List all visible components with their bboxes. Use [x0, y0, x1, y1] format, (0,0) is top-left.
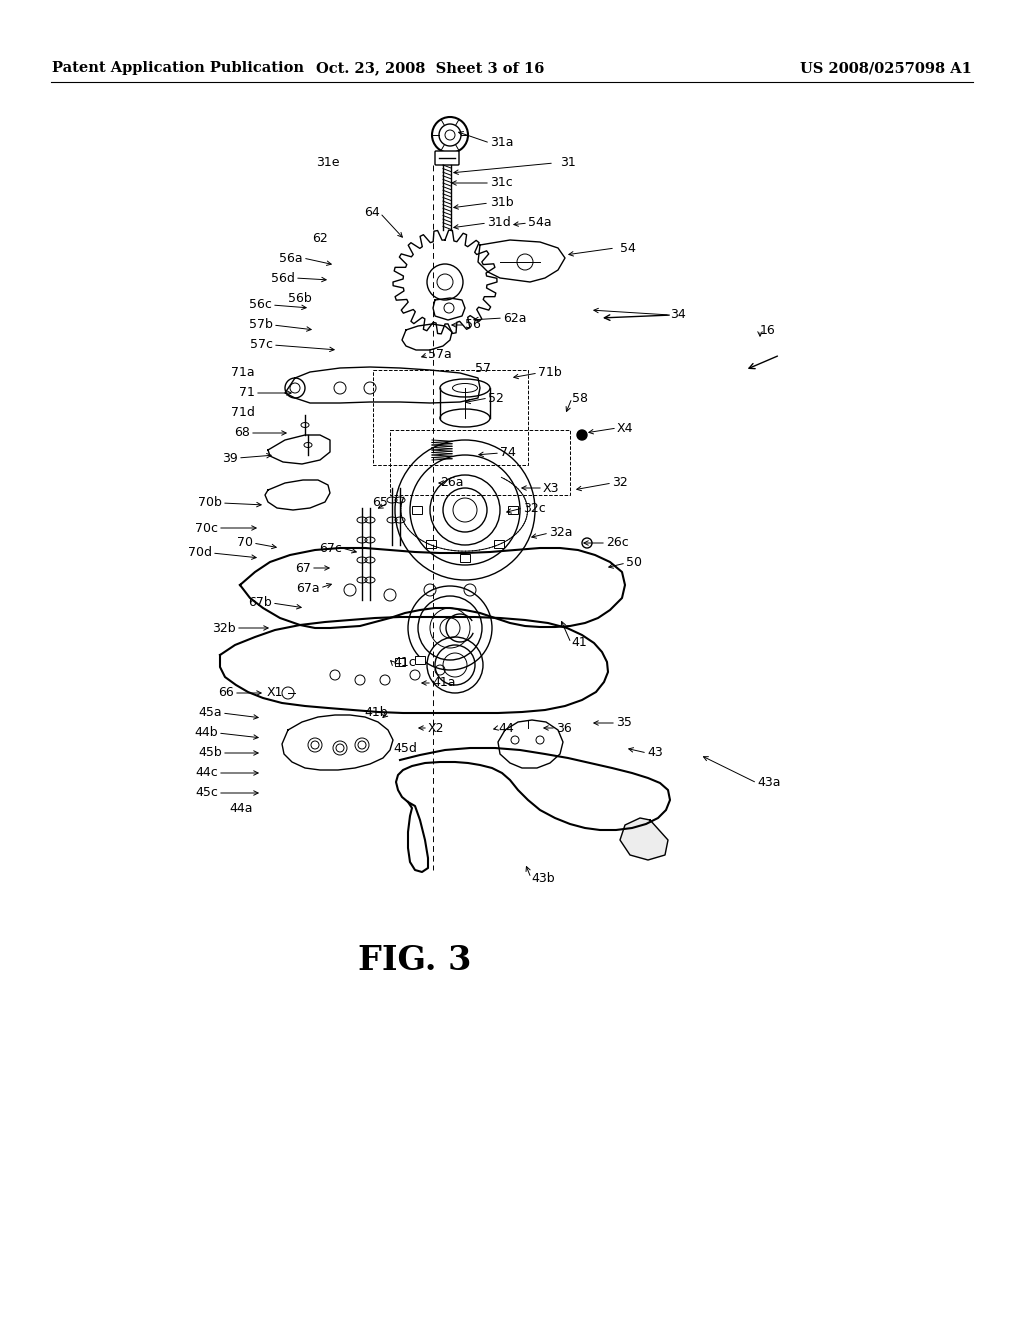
Text: 67a: 67a [296, 582, 319, 594]
Text: 70: 70 [237, 536, 253, 549]
FancyBboxPatch shape [415, 656, 425, 664]
Text: 43a: 43a [757, 776, 780, 789]
Text: 71a: 71a [231, 367, 255, 380]
Text: 45c: 45c [196, 787, 218, 800]
Text: 62a: 62a [503, 312, 526, 325]
Text: 31d: 31d [487, 216, 511, 230]
Text: 67c: 67c [319, 541, 342, 554]
Text: 32: 32 [612, 477, 628, 490]
Text: 16: 16 [760, 323, 776, 337]
Bar [373, 370, 528, 465]
Text: US 2008/0257098 A1: US 2008/0257098 A1 [800, 61, 972, 75]
FancyBboxPatch shape [395, 657, 406, 667]
FancyBboxPatch shape [435, 150, 459, 165]
Text: 45a: 45a [199, 706, 222, 719]
Polygon shape [620, 818, 668, 861]
Text: 56b: 56b [288, 292, 312, 305]
Text: 68: 68 [234, 426, 250, 440]
Text: 54a: 54a [528, 216, 552, 230]
Text: 32b: 32b [212, 622, 236, 635]
Bar [390, 430, 570, 495]
Text: 66: 66 [218, 686, 234, 700]
Text: 64: 64 [365, 206, 380, 219]
Text: 70d: 70d [188, 546, 212, 560]
Text: X4: X4 [617, 421, 634, 434]
Text: 26c: 26c [606, 536, 629, 549]
Text: 56d: 56d [271, 272, 295, 285]
Text: Patent Application Publication: Patent Application Publication [52, 61, 304, 75]
Text: X1: X1 [267, 686, 284, 700]
Text: FIG. 3: FIG. 3 [358, 944, 472, 977]
Text: 39: 39 [222, 451, 238, 465]
Text: 36: 36 [556, 722, 571, 734]
Text: 71: 71 [240, 387, 255, 400]
FancyBboxPatch shape [494, 540, 504, 548]
FancyBboxPatch shape [426, 540, 436, 548]
Text: 54: 54 [620, 242, 636, 255]
Text: X2: X2 [428, 722, 444, 734]
Text: 50: 50 [626, 557, 642, 569]
Text: 71b: 71b [538, 367, 562, 380]
Text: 57c: 57c [250, 338, 273, 351]
Text: 58: 58 [572, 392, 588, 404]
FancyBboxPatch shape [460, 554, 470, 562]
Text: 67b: 67b [248, 597, 272, 610]
Text: 31c: 31c [490, 177, 513, 190]
Text: 52: 52 [488, 392, 504, 404]
Text: 65: 65 [372, 496, 388, 510]
Text: 44: 44 [498, 722, 514, 734]
Text: 56a: 56a [280, 252, 303, 264]
Text: X3: X3 [543, 482, 559, 495]
Text: 32a: 32a [549, 527, 572, 540]
Text: 74: 74 [500, 446, 516, 459]
Text: 43b: 43b [531, 871, 555, 884]
Text: 71d: 71d [231, 407, 255, 420]
Text: 31e: 31e [316, 157, 340, 169]
Text: 45b: 45b [199, 747, 222, 759]
FancyBboxPatch shape [412, 506, 422, 513]
Text: 35: 35 [616, 717, 632, 730]
Text: 34: 34 [670, 309, 686, 322]
Text: 57a: 57a [428, 348, 452, 362]
Text: 57b: 57b [249, 318, 273, 331]
Circle shape [577, 430, 587, 440]
Text: 41a: 41a [432, 676, 456, 689]
Text: 62: 62 [312, 231, 328, 244]
Text: Oct. 23, 2008  Sheet 3 of 16: Oct. 23, 2008 Sheet 3 of 16 [315, 61, 544, 75]
Text: 44b: 44b [195, 726, 218, 739]
Text: 26a: 26a [440, 477, 464, 490]
FancyBboxPatch shape [508, 506, 518, 513]
Text: 67: 67 [295, 561, 311, 574]
Text: 56c: 56c [249, 298, 272, 312]
Text: 31: 31 [560, 157, 575, 169]
Text: 41: 41 [571, 636, 587, 649]
Text: 41c: 41c [393, 656, 416, 669]
Text: 31a: 31a [490, 136, 513, 149]
Text: 31b: 31b [490, 197, 514, 210]
Text: 32c: 32c [523, 502, 546, 515]
Text: 70c: 70c [195, 521, 218, 535]
Text: 56: 56 [465, 318, 481, 331]
Text: 44c: 44c [196, 767, 218, 780]
Text: 70b: 70b [198, 496, 222, 510]
Text: 45d: 45d [393, 742, 417, 755]
Text: 44a: 44a [229, 801, 253, 814]
Text: 43: 43 [647, 747, 663, 759]
Text: 57: 57 [475, 362, 490, 375]
Text: 41b: 41b [365, 706, 388, 719]
